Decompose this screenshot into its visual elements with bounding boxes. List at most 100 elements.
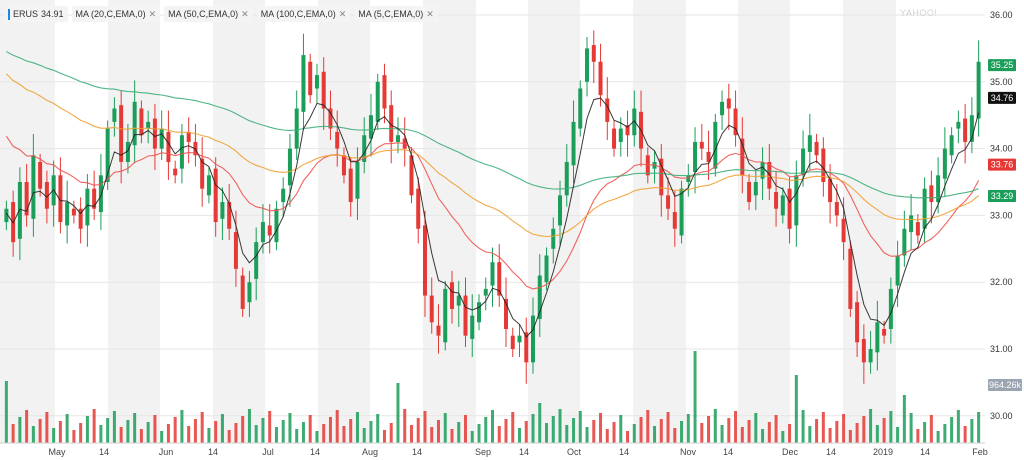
volume-bar: [376, 414, 380, 443]
candle-body: [801, 148, 806, 176]
y-tick-label: 30.00: [990, 411, 1013, 421]
candle-body: [213, 168, 218, 223]
volume-bar: [423, 411, 427, 443]
volume-bar: [389, 423, 393, 443]
symbol-chip[interactable]: ERUS 34.91: [4, 6, 68, 22]
volume-bar: [112, 411, 116, 443]
volume-bar: [436, 420, 440, 443]
volume-bar: [301, 422, 305, 443]
volume-bar: [781, 431, 785, 443]
volume-bar: [504, 419, 508, 443]
volume-bar: [815, 419, 819, 443]
candle-body: [936, 175, 941, 203]
candle-body: [395, 135, 400, 142]
ma-line: [5, 97, 980, 338]
candle-body: [618, 128, 623, 142]
candle-body: [152, 118, 157, 149]
indicator-label: MA (100,C,EMA,0): [260, 9, 336, 19]
candle-body: [247, 282, 252, 303]
candle-body: [294, 108, 299, 149]
candle-body: [558, 195, 563, 226]
candle-body: [422, 225, 427, 296]
candle-body: [470, 315, 475, 339]
volume-bar: [578, 411, 582, 443]
candle-body: [888, 288, 893, 329]
y-tick-label: 34.00: [990, 144, 1013, 154]
indicator-chip-ma50[interactable]: MA (50,C,EMA,0) ✕: [164, 6, 253, 22]
volume-bar: [869, 409, 873, 443]
candle-body: [449, 282, 454, 309]
volume-bar: [79, 423, 83, 443]
volume-bar: [835, 421, 839, 443]
candle-body: [85, 188, 90, 226]
close-icon[interactable]: ✕: [426, 8, 434, 19]
close-icon[interactable]: ✕: [148, 8, 157, 19]
volume-bar: [848, 430, 852, 443]
x-tick-label: 14: [723, 447, 733, 457]
candle-body: [625, 125, 630, 136]
candle-body: [220, 202, 225, 219]
volume-bar: [295, 429, 299, 443]
volume-bar: [99, 425, 103, 443]
x-tick-label: 14: [310, 447, 320, 457]
candle-body: [605, 98, 610, 122]
indicator-chip-ma5[interactable]: MA (5,C,EMA,0) ✕: [354, 6, 438, 22]
volume-bar: [234, 423, 238, 443]
volume-bar: [38, 419, 42, 443]
volume-bar: [166, 424, 170, 443]
candle-body: [166, 131, 171, 162]
volume-bar: [943, 424, 947, 443]
y-tick-label: 32.00: [990, 277, 1013, 287]
candle-body: [287, 148, 292, 186]
volume-bar: [491, 410, 494, 443]
candle-body: [747, 182, 752, 203]
x-tick-label: Sep: [475, 447, 491, 457]
candle-body: [267, 225, 272, 236]
indicator-chip-ma100[interactable]: MA (100,C,EMA,0) ✕: [256, 6, 351, 22]
volume-bar: [524, 421, 528, 443]
volume-bar: [808, 426, 812, 443]
indicator-chip-ma20[interactable]: MA (20,C,EMA,0) ✕: [71, 6, 161, 22]
candle-body: [693, 141, 698, 172]
volume-bar: [281, 420, 285, 443]
candle-body: [504, 298, 509, 329]
candle-body: [679, 188, 684, 236]
volume-bar: [241, 416, 245, 443]
volume-bar: [254, 425, 258, 443]
candle-body: [598, 61, 603, 96]
candle-body: [821, 148, 826, 182]
candle-body: [355, 161, 360, 199]
volume-bar: [902, 395, 906, 443]
symbol-price: 34.91: [41, 9, 64, 19]
volume-bar: [220, 414, 224, 443]
candle-body: [17, 182, 22, 239]
candle-body: [774, 192, 779, 209]
volume-bar: [477, 424, 481, 443]
price-tag-label: 35.25: [991, 60, 1014, 70]
candle-body: [368, 115, 373, 139]
candle-body: [173, 168, 178, 176]
volume-bar: [828, 428, 832, 443]
x-tick-label: 14: [619, 447, 629, 457]
volume-bar: [315, 431, 319, 443]
volume-bar: [767, 422, 771, 443]
volume-bar: [470, 431, 474, 443]
volume-bar: [106, 418, 110, 443]
volume-bar: [821, 412, 825, 443]
volume-bar: [355, 412, 359, 443]
candle-body: [902, 228, 907, 256]
candle-body: [929, 185, 934, 203]
volume-bar: [126, 420, 130, 443]
candle-body: [24, 182, 29, 216]
y-tick-label: 36.00: [990, 10, 1013, 20]
volume-bar: [788, 424, 792, 443]
candle-body: [206, 175, 211, 196]
volume-bar: [92, 409, 96, 443]
candle-body: [855, 302, 860, 343]
candle-body: [274, 208, 279, 243]
close-icon[interactable]: ✕: [338, 8, 347, 19]
volume-bar: [720, 425, 724, 443]
close-icon[interactable]: ✕: [241, 8, 249, 19]
candle-body: [848, 248, 853, 309]
volume-bar: [626, 431, 630, 443]
